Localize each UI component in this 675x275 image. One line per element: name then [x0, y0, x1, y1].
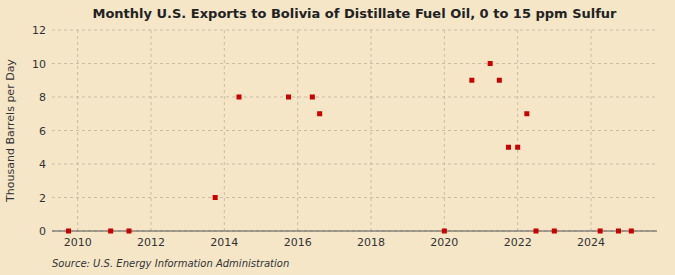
source-note: Source: U.S. Energy Information Administ… [52, 258, 289, 269]
x-tick-label: 2022 [504, 236, 532, 249]
x-tick-label: 2024 [577, 236, 605, 249]
y-grid-line [52, 164, 657, 165]
point [310, 95, 315, 100]
y-axis-label: Thousand Barrels per Day [4, 59, 17, 203]
points [66, 61, 634, 234]
y-tick-label: 12 [32, 24, 46, 37]
point [317, 111, 322, 116]
point [629, 229, 634, 234]
x-grid-line [591, 30, 592, 231]
y-grid-line [52, 197, 657, 198]
x-tick-label: 2014 [210, 236, 238, 249]
x-tick-label: 2018 [357, 236, 385, 249]
point [552, 229, 557, 234]
point [469, 78, 474, 83]
y-tick-label: 0 [39, 225, 46, 238]
point [524, 111, 529, 116]
chart: 0 2 4 6 8 10 12 2010 2012 2014 2016 2018 2020 2022 202… [0, 0, 675, 275]
grid [52, 30, 657, 231]
point [497, 78, 502, 83]
point [534, 229, 539, 234]
point [66, 229, 71, 234]
point [488, 61, 493, 66]
y-grid-line [52, 30, 657, 31]
x-grid-line [77, 30, 78, 231]
x-tick-label: 2012 [137, 236, 165, 249]
point [213, 195, 218, 200]
y-tick-label: 10 [32, 58, 46, 71]
point [515, 145, 520, 150]
point [598, 229, 603, 234]
axes: 0 2 4 6 8 10 12 2010 2012 2014 2016 2018 2020 2022 202… [32, 24, 657, 249]
point [237, 95, 242, 100]
x-grid-line [444, 30, 445, 231]
y-grid-line [52, 130, 657, 131]
point [442, 229, 447, 234]
x-grid-line [224, 30, 225, 231]
y-tick-label: 2 [39, 192, 46, 205]
background [0, 0, 675, 275]
point [616, 229, 621, 234]
x-tick-label: 2020 [430, 236, 458, 249]
x-grid-line [517, 30, 518, 231]
y-grid-line [52, 231, 657, 232]
x-grid-line [151, 30, 152, 231]
x-axis-line [52, 231, 657, 232]
y-grid-line [52, 97, 657, 98]
point [506, 145, 511, 150]
point [108, 229, 113, 234]
point [286, 95, 291, 100]
x-grid-line [371, 30, 372, 231]
title: Monthly U.S. Exports to Bolivia of Disti… [92, 6, 617, 21]
y-grid-line [52, 63, 657, 64]
y-tick-label: 6 [39, 125, 46, 138]
x-tick-label: 2016 [284, 236, 312, 249]
y-tick-label: 8 [39, 91, 46, 104]
y-tick-label: 4 [39, 158, 46, 171]
x-tick-label: 2010 [64, 236, 92, 249]
point [127, 229, 132, 234]
x-grid-line [297, 30, 298, 231]
